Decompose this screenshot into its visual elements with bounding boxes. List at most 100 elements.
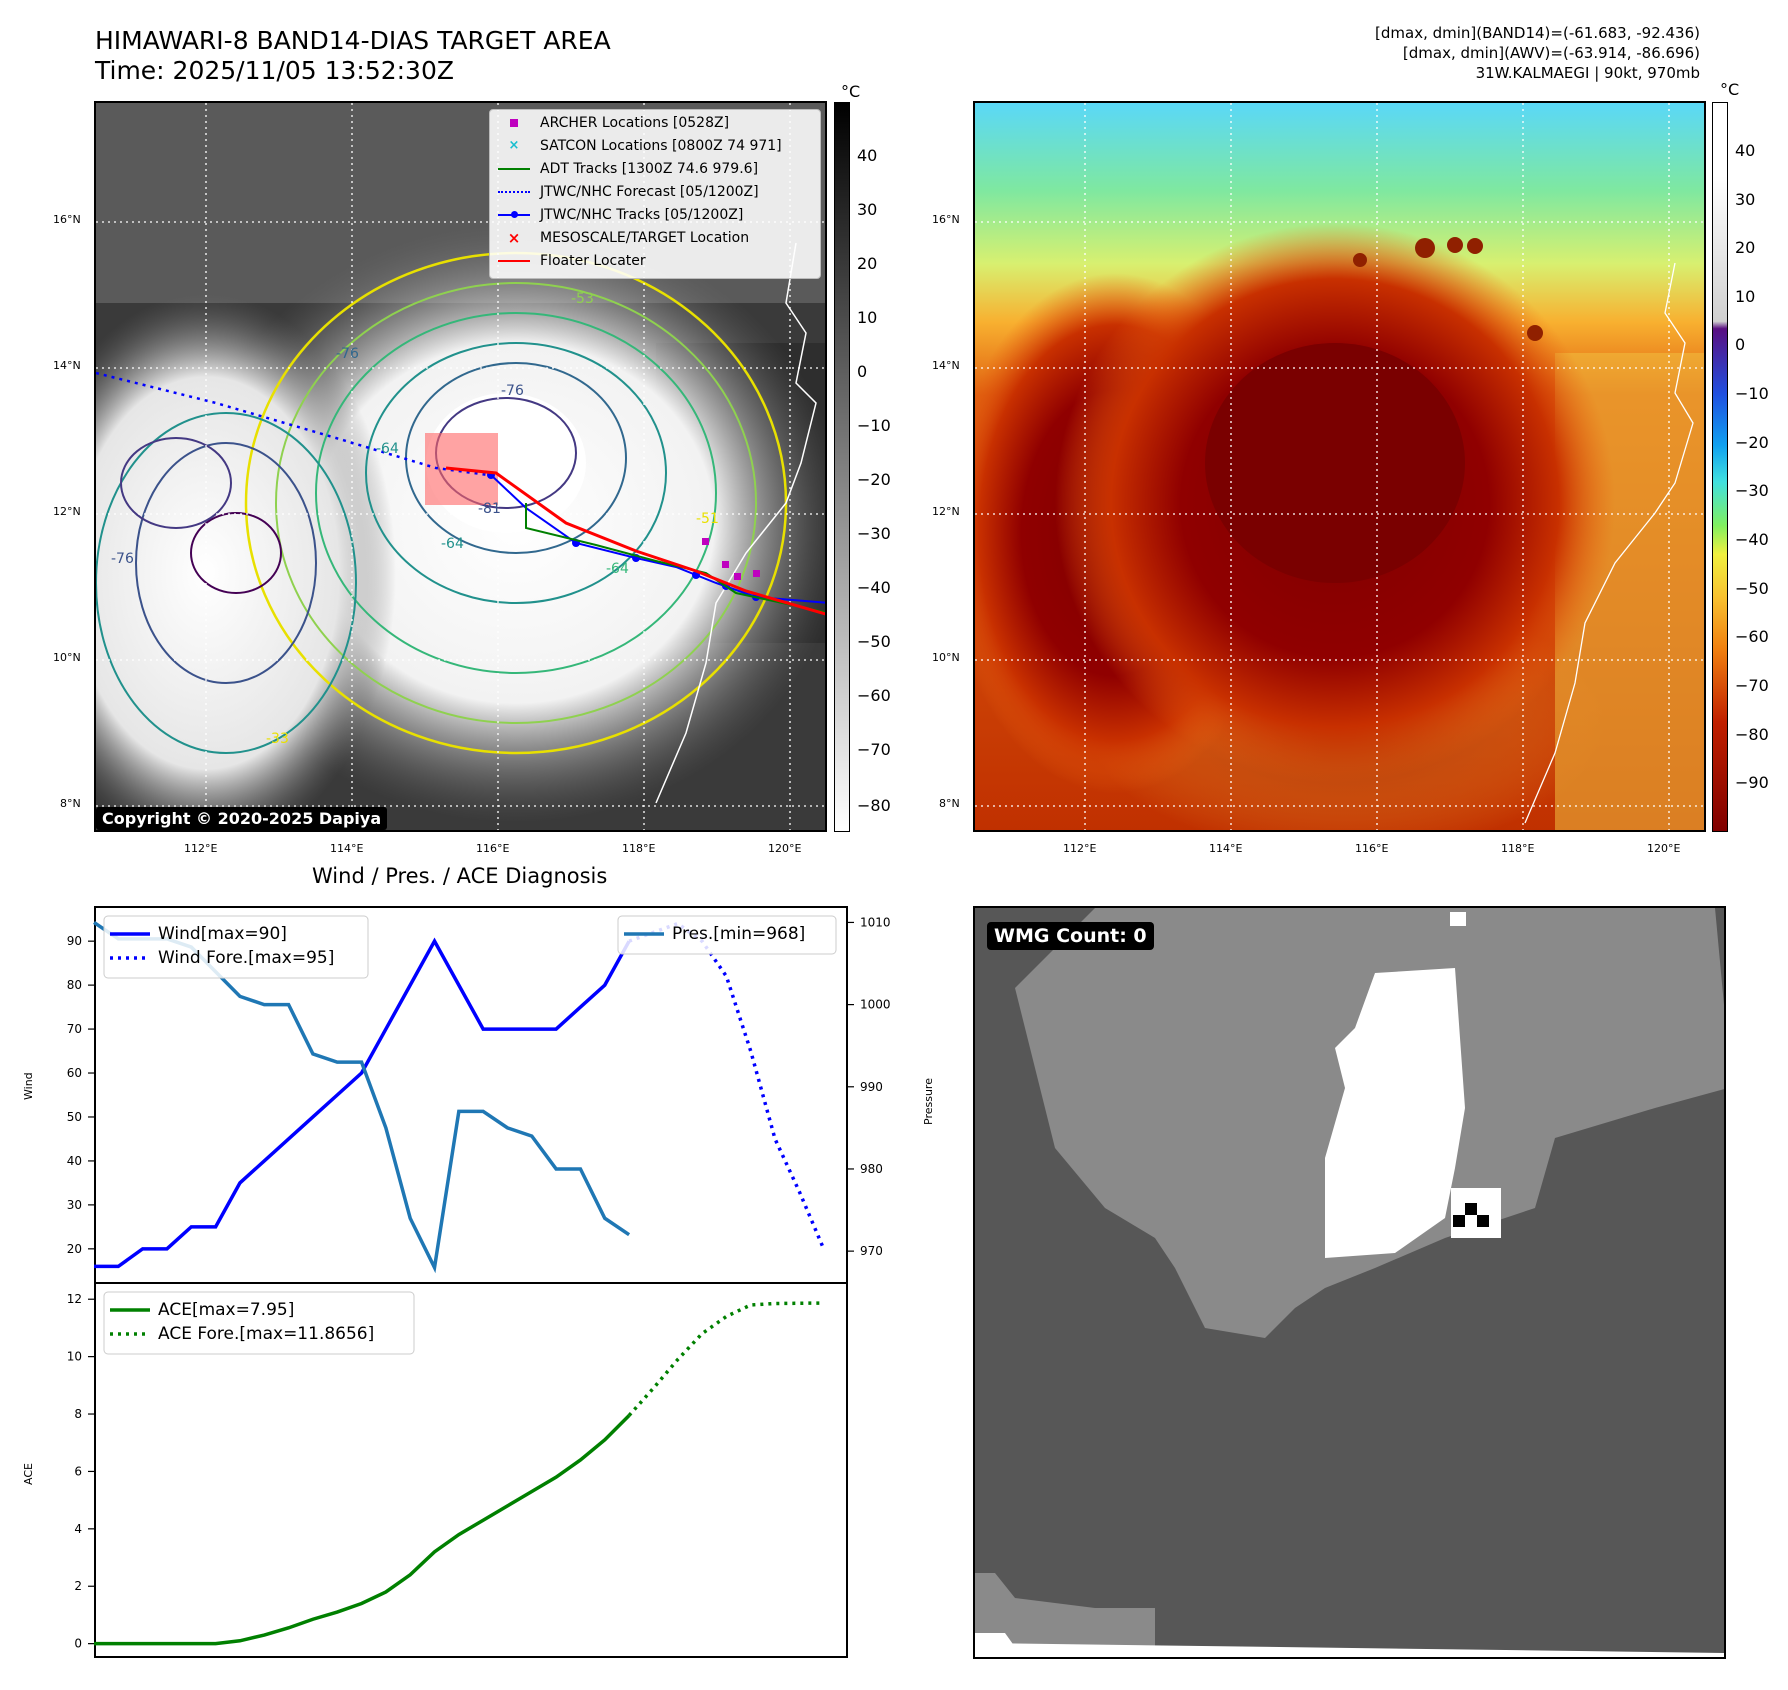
figure-time: Time: 2025/11/05 13:52:30Z bbox=[95, 56, 454, 85]
lon-tick: 112°E bbox=[184, 842, 218, 855]
right-cbar-tick: −30 bbox=[1735, 481, 1769, 500]
right-cbar-tick: −20 bbox=[1735, 433, 1769, 452]
map-legend: ARCHER Locations [0528Z] × SATCON Locati… bbox=[489, 109, 821, 279]
floater-line bbox=[445, 466, 825, 616]
adt-track-line bbox=[525, 503, 825, 614]
legend-label: Wind[max=90] bbox=[158, 924, 287, 944]
legend-jtwc-tracks: JTWC/NHC Tracks [05/1200Z] bbox=[496, 204, 743, 226]
right-cbar-tick: −70 bbox=[1735, 676, 1769, 695]
lat-tick: 8°N bbox=[939, 797, 960, 810]
right-cbar-tick: −50 bbox=[1735, 579, 1769, 598]
awv-map-image bbox=[975, 103, 1704, 830]
wind-tick-label: 70 bbox=[67, 1022, 82, 1036]
legend-label: ACE Fore.[max=11.8656] bbox=[158, 1324, 374, 1344]
left-cbar-tick: −20 bbox=[857, 470, 891, 489]
lat-tick: 12°N bbox=[932, 505, 960, 518]
lon-tick: 118°E bbox=[622, 842, 656, 855]
left-cbar-tick: −70 bbox=[857, 740, 891, 759]
legend-jtwc-forecast: JTWC/NHC Forecast [05/1200Z] bbox=[496, 181, 759, 203]
ir-map-panel: -76 -81 -64 -76 -64 -53 -33 -51 -64 -76 … bbox=[94, 101, 827, 832]
lon-tick: 120°E bbox=[1647, 842, 1681, 855]
copyright-label: Copyright © 2020-2025 Dapiya bbox=[96, 807, 388, 830]
lon-tick: 120°E bbox=[768, 842, 802, 855]
wind-tick-label: 60 bbox=[67, 1066, 82, 1080]
lon-tick: 114°E bbox=[1209, 842, 1243, 855]
ace-tick-label: 2 bbox=[74, 1579, 82, 1593]
legend-label: ACE[max=7.95] bbox=[158, 1300, 294, 1320]
lon-tick: 114°E bbox=[330, 842, 364, 855]
pressure-tick-label: 970 bbox=[860, 1244, 883, 1258]
lat-tick: 16°N bbox=[53, 213, 81, 226]
left-cbar-tick: 0 bbox=[857, 362, 868, 381]
right-cbar-tick: 0 bbox=[1735, 335, 1746, 354]
left-cbar-tick: 20 bbox=[857, 254, 878, 273]
lon-tick: 112°E bbox=[1063, 842, 1097, 855]
left-cbar-tick: −60 bbox=[857, 686, 891, 705]
line-red-icon bbox=[496, 250, 532, 272]
storm-info: 31W.KALMAEGI | 90kt, 970mb bbox=[1475, 64, 1700, 82]
wind-tick-label: 90 bbox=[67, 934, 82, 948]
ace-tick-label: 8 bbox=[74, 1407, 82, 1421]
lon-tick: 116°E bbox=[1355, 842, 1389, 855]
ace-tick-label: 12 bbox=[67, 1292, 82, 1306]
svg-text:-64: -64 bbox=[376, 441, 399, 457]
right-colorbar-unit: °C bbox=[1720, 80, 1740, 99]
legend-satcon: × SATCON Locations [0800Z 74 971] bbox=[496, 135, 782, 157]
lon-tick: 118°E bbox=[1501, 842, 1535, 855]
ace-series-line-0 bbox=[94, 1414, 631, 1646]
svg-text:-33: -33 bbox=[266, 731, 289, 747]
left-cbar-tick: −50 bbox=[857, 632, 891, 651]
left-cbar-tick: 10 bbox=[857, 308, 878, 327]
pressure-axis-label: Pressure bbox=[922, 1078, 935, 1125]
diagnosis-title: Wind / Pres. / ACE Diagnosis bbox=[312, 864, 608, 888]
lat-tick: 14°N bbox=[932, 359, 960, 372]
lat-tick: 8°N bbox=[60, 797, 81, 810]
left-cbar-tick: 40 bbox=[857, 146, 878, 165]
svg-text:-76: -76 bbox=[111, 551, 134, 567]
wind-axis-label: Wind bbox=[22, 1072, 35, 1100]
lat-tick: 16°N bbox=[932, 213, 960, 226]
pressure-tick-label: 980 bbox=[860, 1162, 883, 1176]
right-cbar-tick: −80 bbox=[1735, 725, 1769, 744]
pressure-tick-label: 1000 bbox=[860, 998, 891, 1012]
figure-title: HIMAWARI-8 BAND14-DIAS TARGET AREA bbox=[95, 26, 611, 55]
left-cbar-tick: −40 bbox=[857, 578, 891, 597]
x-red-icon: × bbox=[507, 229, 521, 247]
line-dot-blue-icon bbox=[496, 204, 532, 226]
svg-text:-64: -64 bbox=[606, 561, 629, 577]
awv-map-panel bbox=[973, 101, 1706, 832]
ace-tick-label: 4 bbox=[74, 1522, 82, 1536]
svg-text:-81: -81 bbox=[478, 501, 501, 517]
ace-tick-label: 0 bbox=[74, 1637, 82, 1651]
right-cbar-tick: 40 bbox=[1735, 141, 1756, 160]
right-cbar-tick: 10 bbox=[1735, 287, 1756, 306]
dotted-blue-icon bbox=[496, 181, 532, 203]
archer-markers bbox=[702, 538, 760, 580]
legend-label: Pres.[min=968] bbox=[672, 924, 805, 944]
ace-tick-label: 6 bbox=[74, 1464, 82, 1478]
pressure-tick-label: 1010 bbox=[860, 915, 891, 929]
left-colorbar-unit: °C bbox=[841, 82, 861, 101]
wind-tick-label: 20 bbox=[67, 1242, 82, 1256]
right-colorbar bbox=[1712, 102, 1728, 832]
wmg-image bbox=[975, 908, 1724, 1657]
left-cbar-tick: 30 bbox=[857, 200, 878, 219]
x-marker-icon: × bbox=[508, 138, 520, 153]
legend-mesoscale: × MESOSCALE/TARGET Location bbox=[496, 227, 749, 249]
line-green-icon bbox=[496, 158, 532, 180]
jtwc-track-line bbox=[490, 474, 825, 604]
lat-tick: 10°N bbox=[53, 651, 81, 664]
wind-legend: Wind[max=90] Wind Fore.[max=95] bbox=[103, 915, 369, 979]
right-cbar-tick: −40 bbox=[1735, 530, 1769, 549]
legend-archer: ARCHER Locations [0528Z] bbox=[496, 112, 729, 134]
legend-floater: Floater Locater bbox=[496, 250, 646, 272]
ace-axis-label: ACE bbox=[22, 1463, 35, 1485]
right-cbar-tick: −10 bbox=[1735, 384, 1769, 403]
wind-tick-label: 40 bbox=[67, 1154, 82, 1168]
ace-legend: ACE[max=7.95] ACE Fore.[max=11.8656] bbox=[103, 1291, 415, 1355]
left-cbar-tick: −80 bbox=[857, 796, 891, 815]
series-line-0 bbox=[94, 937, 631, 1269]
left-cbar-tick: −30 bbox=[857, 524, 891, 543]
lat-tick: 10°N bbox=[932, 651, 960, 664]
wind-tick-label: 80 bbox=[67, 978, 82, 992]
